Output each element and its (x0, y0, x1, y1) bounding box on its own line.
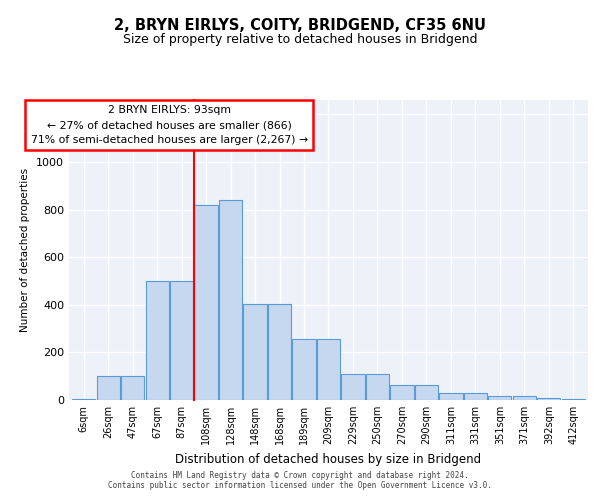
Text: 2 BRYN EIRLYS: 93sqm
← 27% of detached houses are smaller (866)
71% of semi-deta: 2 BRYN EIRLYS: 93sqm ← 27% of detached h… (31, 105, 308, 145)
Text: Contains HM Land Registry data © Crown copyright and database right 2024.
Contai: Contains HM Land Registry data © Crown c… (108, 470, 492, 490)
Bar (562, 399, 585, 400)
Bar (121, 376, 144, 400)
Bar (219, 200, 242, 400)
Bar (244, 304, 266, 400)
Bar (292, 340, 316, 400)
Bar (439, 393, 463, 400)
Bar (391, 384, 413, 400)
Bar (366, 374, 389, 400)
Bar (72, 399, 95, 400)
Bar (317, 340, 340, 400)
Text: 2, BRYN EIRLYS, COITY, BRIDGEND, CF35 6NU: 2, BRYN EIRLYS, COITY, BRIDGEND, CF35 6N… (114, 18, 486, 32)
Bar (464, 393, 487, 400)
Bar (268, 304, 291, 400)
Text: Size of property relative to detached houses in Bridgend: Size of property relative to detached ho… (123, 32, 477, 46)
Bar (341, 374, 365, 400)
Bar (97, 376, 120, 400)
Bar (194, 205, 218, 400)
Bar (537, 398, 560, 400)
Bar (146, 281, 169, 400)
Bar (415, 384, 438, 400)
X-axis label: Distribution of detached houses by size in Bridgend: Distribution of detached houses by size … (175, 452, 482, 466)
Bar (513, 396, 536, 400)
Bar (170, 281, 193, 400)
Y-axis label: Number of detached properties: Number of detached properties (20, 168, 31, 332)
Bar (488, 396, 511, 400)
